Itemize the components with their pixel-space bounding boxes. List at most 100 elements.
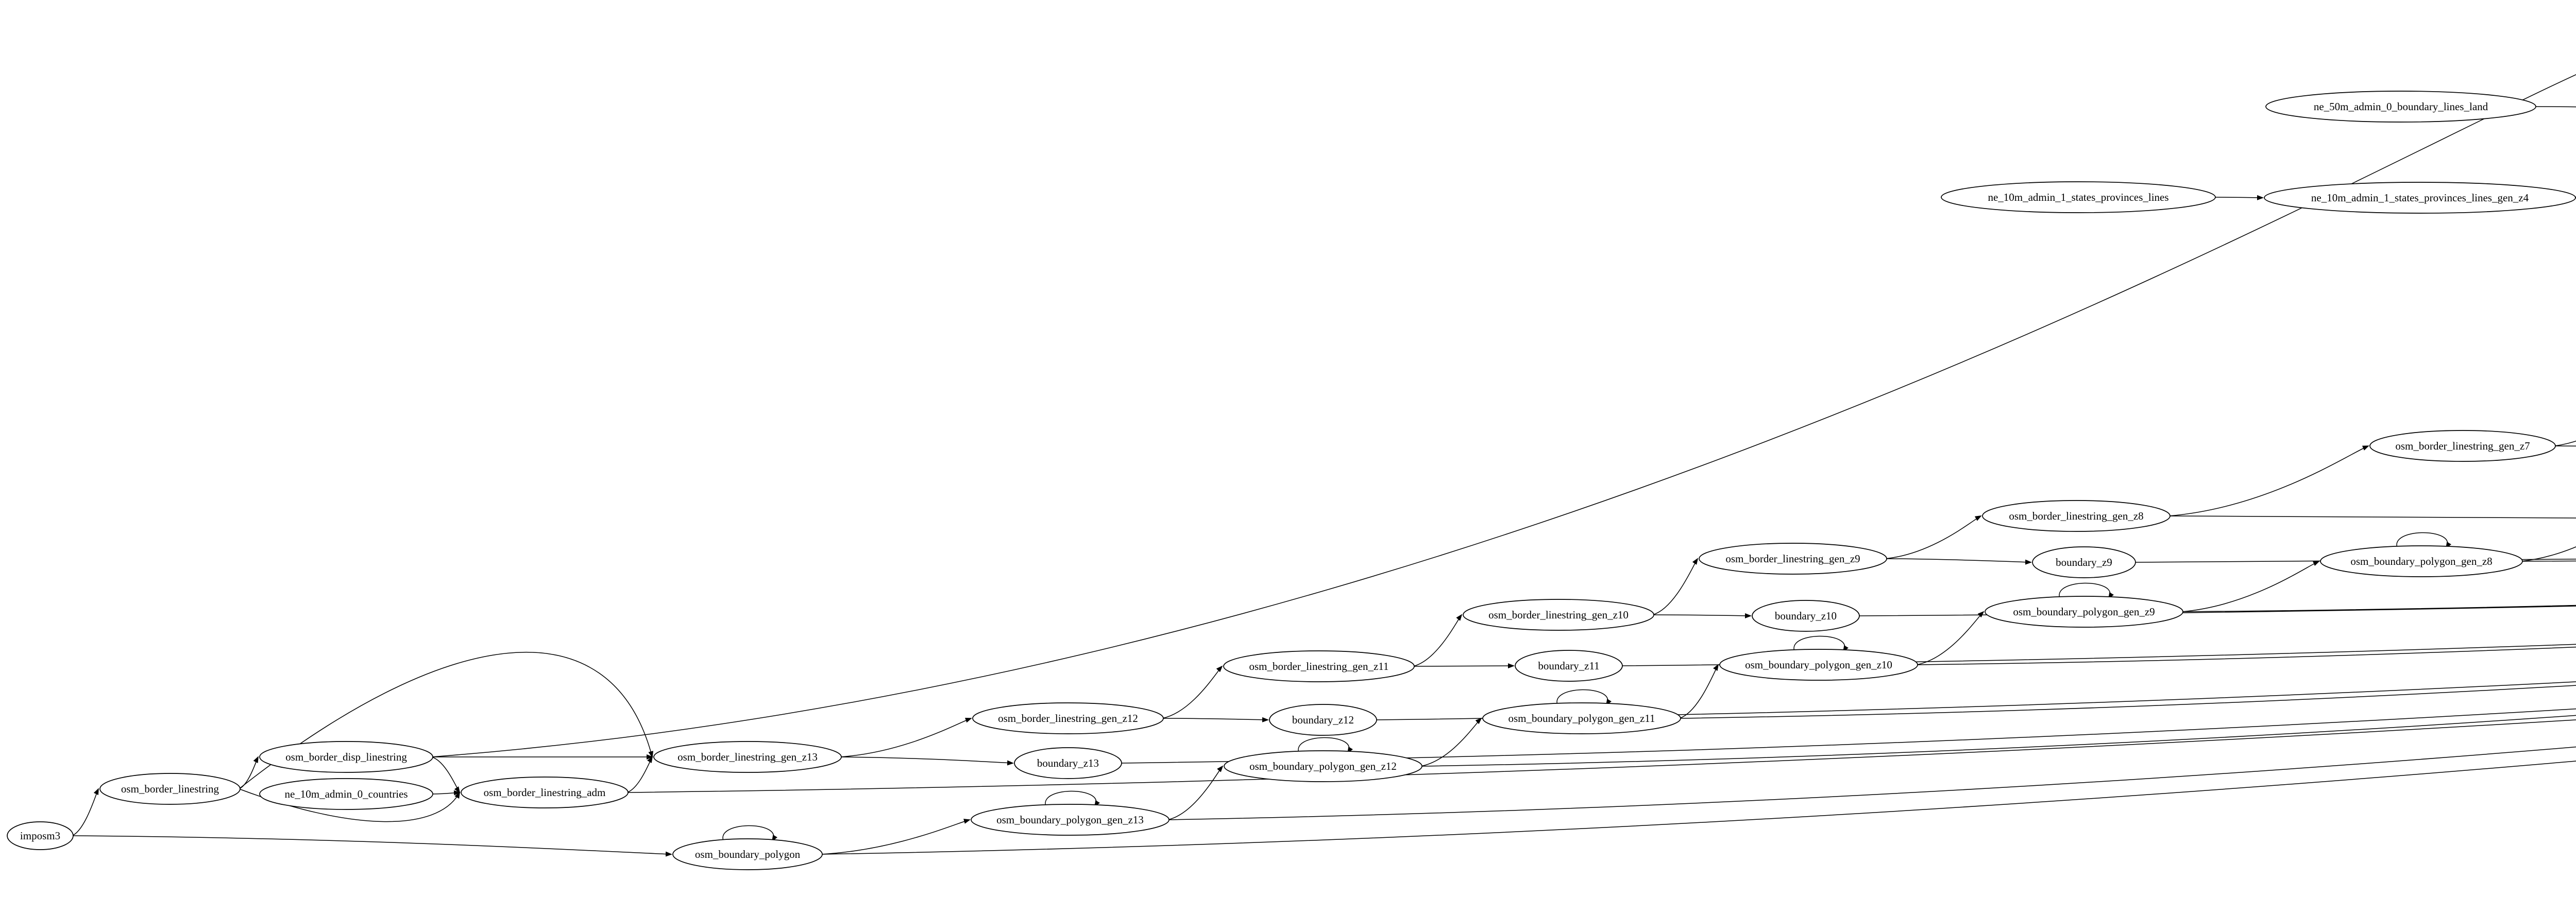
node-osm_border_disp_linestring: osm_border_disp_linestring <box>259 741 433 773</box>
node-shape-osm_border_disp_linestring <box>259 741 433 773</box>
node-osm_border_linestring: osm_border_linestring <box>99 773 241 805</box>
node-shape-osm_border_linestring_gen_z12 <box>972 702 1164 734</box>
node-osm_boundary_polygon_gen_z13: osm_boundary_polygon_gen_z13 <box>971 790 1170 836</box>
node-shape-osm_border_linestring_gen_z9 <box>1699 543 1887 575</box>
edge-boundary_z11-to-z11 <box>1621 644 2576 666</box>
node-osm_boundary_polygon_gen_z9: osm_boundary_polygon_gen_z9 <box>1985 582 2183 628</box>
edge-osm_boundary_polygon_gen_z10-to-osm_boundary_polygon_gen_z9 <box>1916 611 1985 665</box>
edge-osm_boundary_polygon_gen_z13-to-osm_boundary_polygon_gen_z12 <box>1167 765 1224 820</box>
node-label-imposm3: imposm3 <box>20 830 60 842</box>
node-shape-boundary_z13 <box>1014 747 1122 779</box>
self-loop-osm_boundary_polygon_gen_z8 <box>2396 532 2451 550</box>
node-ne_10m_admin_0_countries: ne_10m_admin_0_countries <box>259 778 433 810</box>
edge-ne_10m_admin_1_states_provinces_lines-to-ne_10m_admin_1_states_provinces_lines_gen_z4 <box>2214 195 2264 200</box>
node-shape-osm_boundary_polygon_gen_z8 <box>2320 545 2523 577</box>
edge-osm_boundary_polygon_gen_z9-to-z9 <box>2181 605 2576 612</box>
self-loop-osm_boundary_polygon_gen_z13 <box>1045 790 1100 809</box>
node-boundary_z9: boundary_z9 <box>2032 546 2136 578</box>
node-shape-osm_boundary_polygon_gen_z9 <box>1985 596 2183 628</box>
edge-osm_border_linestring_gen_z10-to-osm_border_linestring_gen_z9 <box>1652 558 1699 615</box>
node-label-osm_border_disp_linestring: osm_border_disp_linestring <box>285 751 407 763</box>
edge-osm_border_linestring_gen_z12-to-osm_border_linestring_gen_z11 <box>1162 665 1223 719</box>
node-shape-osm_border_linestring_gen_z13 <box>653 741 842 773</box>
nodes-layer: imposm3 osm_border_linestring osm_border_d… <box>7 91 2576 870</box>
node-shape-ne_10m_admin_1_states_provinces_lines <box>1941 181 2216 213</box>
node-shape-boundary_z10 <box>1752 600 1860 632</box>
edge-osm_boundary_polygon_gen_z11-to-z11 <box>1679 685 2576 719</box>
node-label-ne_10m_admin_1_states_provinces_lines: ne_10m_admin_1_states_provinces_lines <box>1988 191 2168 203</box>
edge-osm_boundary_polygon-to-z14+ <box>821 761 2576 855</box>
edge-osm_border_linestring_gen_z11-to-osm_border_linestring_gen_z10 <box>1413 614 1463 667</box>
edge-osm_border_disp_linestring-to-osm_border_linestring_adm <box>431 756 461 794</box>
self-loop-osm_boundary_polygon_gen_z11 <box>1556 689 1612 708</box>
edge-osm_boundary_polygon_gen_z11-to-osm_boundary_polygon_gen_z10 <box>1679 664 1719 719</box>
node-shape-ne_50m_admin_0_boundary_lines_land <box>2265 91 2536 123</box>
edge-osm_border_linestring_gen_z13-to-osm_border_linestring_gen_z12 <box>840 717 972 757</box>
edge-osm_boundary_polygon_gen_z8-to-z8 <box>2521 560 2576 562</box>
edge-osm_border_linestring_gen_z8-to-osm_border_linestring_gen_z7 <box>2168 445 2369 516</box>
node-shape-osm_boundary_polygon <box>672 838 823 870</box>
node-label-boundary_z13: boundary_z13 <box>1037 757 1099 769</box>
node-ne_10m_admin_1_states_provinces_lines_gen_z4: ne_10m_admin_1_states_provinces_lines_ge… <box>2264 182 2576 214</box>
edge-osm_border_linestring_gen_z8-to-boundary_z8 <box>2168 515 2576 518</box>
edge-osm_border_linestring_gen_z10-to-boundary_z10 <box>1652 613 1752 618</box>
node-shape-osm_boundary_polygon_gen_z13 <box>971 804 1170 836</box>
node-shape-osm_border_linestring_gen_z10 <box>1463 599 1654 631</box>
edge-osm_border_linestring_adm-to-osm_border_linestring_gen_z13 <box>626 756 653 793</box>
node-osm_border_linestring_gen_z9: osm_border_linestring_gen_z9 <box>1699 543 1887 575</box>
edge-osm_boundary_polygon_gen_z12-to-z12 <box>1420 715 2576 767</box>
edge-osm_boundary_polygon_gen_z9-to-osm_boundary_polygon_gen_z8 <box>2181 561 2320 612</box>
node-label-osm_border_linestring: osm_border_linestring <box>121 783 219 795</box>
node-label-boundary_z11: boundary_z11 <box>1538 660 1599 672</box>
node-label-osm_boundary_polygon: osm_boundary_polygon <box>695 848 801 860</box>
node-boundary_z11: boundary_z11 <box>1515 650 1623 682</box>
edge-osm_border_linestring_gen_z9-to-boundary_z9 <box>1885 558 2032 565</box>
node-boundary_z13: boundary_z13 <box>1014 747 1122 779</box>
node-shape-boundary_z9 <box>2032 546 2136 578</box>
node-label-osm_border_linestring_gen_z8: osm_border_linestring_gen_z8 <box>2009 510 2143 522</box>
node-label-osm_boundary_polygon_gen_z12: osm_boundary_polygon_gen_z12 <box>1249 760 1397 772</box>
edge-osm_border_linestring_gen_z12-to-boundary_z12 <box>1162 717 1269 722</box>
node-label-osm_boundary_polygon_gen_z10: osm_boundary_polygon_gen_z10 <box>1745 659 1892 671</box>
node-osm_border_linestring_gen_z11: osm_border_linestring_gen_z11 <box>1223 650 1415 682</box>
node-shape-osm_boundary_polygon_gen_z12 <box>1224 750 1422 782</box>
edge-imposm3-to-osm_border_linestring <box>72 788 99 836</box>
edge-imposm3-to-osm_boundary_polygon <box>72 835 672 857</box>
edge-osm_boundary_polygon_gen_z8-to-osm_boundary_polygon_gen_z7 <box>2521 546 2576 562</box>
node-osm_boundary_polygon_gen_z8: osm_boundary_polygon_gen_z8 <box>2320 532 2523 577</box>
node-shape-ne_10m_admin_0_countries <box>259 778 433 810</box>
node-shape-osm_border_linestring_gen_z8 <box>1982 500 2171 532</box>
node-shape-osm_boundary_polygon_gen_z10 <box>1719 649 1918 681</box>
node-imposm3: imposm3 <box>7 821 74 850</box>
node-osm_boundary_polygon_gen_z11: osm_boundary_polygon_gen_z11 <box>1482 689 1681 734</box>
node-label-osm_border_linestring_adm: osm_border_linestring_adm <box>484 786 606 799</box>
node-label-osm_boundary_polygon_gen_z13: osm_boundary_polygon_gen_z13 <box>996 814 1144 826</box>
node-ne_50m_admin_0_boundary_lines_land: ne_50m_admin_0_boundary_lines_land <box>2265 91 2536 123</box>
node-shape-osm_border_linestring_gen_z7 <box>2369 430 2556 462</box>
edge-osm_border_linestring_gen_z13-to-boundary_z13 <box>840 756 1014 766</box>
node-label-osm_border_linestring_gen_z7: osm_border_linestring_gen_z7 <box>2395 440 2530 452</box>
node-label-ne_10m_admin_0_countries: ne_10m_admin_0_countries <box>284 788 408 800</box>
edge-boundary_z13-to-z13 <box>1120 708 2576 764</box>
edge-osm_border_disp_linestring-to-osm_border_disp_linestring_gen_z3 <box>431 74 2576 757</box>
edge-boundary_z10-to-z10 <box>1858 606 2576 616</box>
node-shape-boundary_z12 <box>1269 704 1377 736</box>
edge-osm_boundary_polygon_gen_z13-to-z13 <box>1167 746 2576 820</box>
node-shape-osm_boundary_polygon_gen_z11 <box>1482 702 1681 734</box>
node-osm_border_linestring_gen_z8: osm_border_linestring_gen_z8 <box>1982 500 2171 532</box>
self-loop-osm_boundary_polygon_gen_z10 <box>1793 635 1849 654</box>
node-osm_border_linestring_gen_z12: osm_border_linestring_gen_z12 <box>972 702 1164 734</box>
node-label-osm_border_linestring_gen_z10: osm_border_linestring_gen_z10 <box>1488 609 1629 621</box>
node-label-osm_border_linestring_gen_z13: osm_border_linestring_gen_z13 <box>677 751 818 763</box>
node-label-osm_border_linestring_gen_z12: osm_border_linestring_gen_z12 <box>998 712 1138 725</box>
node-label-osm_border_linestring_gen_z9: osm_border_linestring_gen_z9 <box>1725 553 1860 565</box>
node-osm_border_linestring_gen_z7: osm_border_linestring_gen_z7 <box>2369 430 2556 462</box>
node-shape-imposm3 <box>7 821 74 850</box>
node-label-ne_50m_admin_0_boundary_lines_land: ne_50m_admin_0_boundary_lines_land <box>2314 100 2488 113</box>
node-label-osm_boundary_polygon_gen_z11: osm_boundary_polygon_gen_z11 <box>1508 712 1655 725</box>
self-loop-osm_boundary_polygon_gen_z9 <box>2059 582 2114 601</box>
edge-ne_10m_admin_0_countries-to-osm_border_linestring_adm <box>431 790 461 796</box>
edge-osm_boundary_polygon-to-osm_boundary_polygon_gen_z13 <box>821 819 971 855</box>
edge-osm_boundary_polygon_gen_z12-to-osm_boundary_polygon_gen_z11 <box>1420 717 1482 767</box>
